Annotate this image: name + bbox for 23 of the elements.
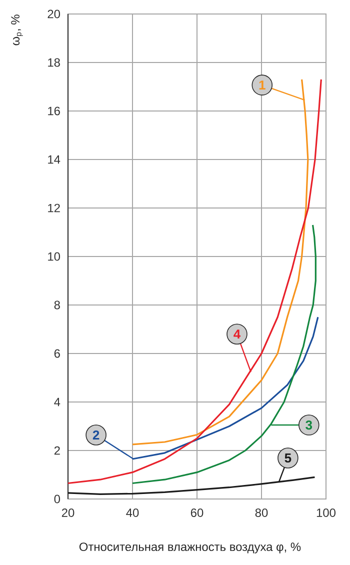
legend-label: 3 [306, 420, 312, 430]
y-tick-label: 4 [54, 398, 60, 406]
x-tick-label: 60 [190, 508, 204, 517]
y-axis-title: ω$_{p}$, % [11, 14, 23, 46]
text: 2 [92, 430, 100, 440]
x-tick-label: 80 [255, 508, 268, 517]
y-tick-label: 16 [48, 106, 60, 116]
y-tick-label: 2 [54, 446, 60, 455]
series-label: 4 [234, 330, 241, 339]
y-tick-label: 20 [48, 10, 60, 18]
y-tick-label: 8 [54, 300, 60, 310]
y-tick-label: 18 [48, 58, 60, 67]
x-tick-label: 40 [126, 508, 139, 517]
x-tick-label: 20 [62, 508, 74, 517]
y-tick-label: 6 [54, 349, 60, 358]
series-label: 5 [284, 454, 292, 463]
y-tick-label: 14 [48, 155, 60, 164]
y-tick-label: 10 [48, 252, 60, 261]
y-tick-label: 12 [48, 204, 60, 212]
y-tick-label: 0 [54, 494, 60, 504]
x-axis-title: Относительная влажность воздуха φ, % [79, 542, 301, 554]
x-tick-label: 100 [316, 508, 336, 517]
text: 1 [259, 80, 266, 90]
